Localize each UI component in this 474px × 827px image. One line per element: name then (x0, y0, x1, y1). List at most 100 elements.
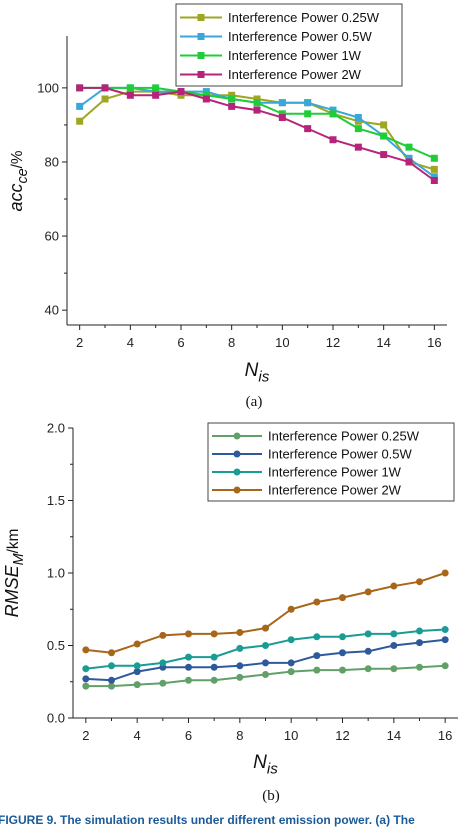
data-point (287, 636, 295, 644)
x-tick-label: 2 (82, 728, 89, 743)
data-point (202, 95, 210, 103)
data-point (329, 110, 337, 118)
data-point (390, 630, 398, 638)
x-tick-label: 10 (275, 335, 289, 350)
data-point (339, 633, 346, 641)
data-point (390, 642, 398, 649)
data-point (177, 88, 185, 96)
data-point (76, 117, 84, 125)
data-point (82, 682, 90, 690)
y-tick-label: 2.0 (47, 421, 65, 436)
data-point (405, 154, 413, 162)
data-point (253, 99, 261, 107)
data-point (133, 662, 141, 670)
legend-entry: Interference Power 1W (268, 465, 402, 480)
data-point (108, 649, 115, 657)
y-axis-title-main: RMSE (2, 564, 22, 617)
legend-entry: Interference Power 0.5W (268, 447, 413, 462)
x-axis-title-main: N (245, 360, 259, 381)
x-tick-label: 12 (326, 335, 340, 350)
legend-entry: Interference Power 2W (268, 483, 402, 498)
data-point (82, 675, 90, 683)
x-axis-title: Nis (245, 360, 270, 385)
data-point (177, 91, 185, 99)
chart-panel-b: 2 4 6 8 10 12 14 16 0.0 0.5 1.0 1.5 2.0 Nis RMSEM/km (b… (2, 421, 458, 804)
data-point (430, 177, 438, 184)
data-point (364, 665, 372, 673)
data-point (405, 143, 413, 151)
data-point (441, 626, 449, 634)
y-axis-title: RMSEM/km (2, 529, 27, 618)
legend-entry: Interference Power 0.25W (268, 429, 420, 444)
data-point (441, 636, 449, 644)
data-point (430, 173, 438, 181)
x-tick-label: 16 (427, 335, 441, 350)
legend-swatch-marker (197, 14, 205, 21)
y-tick-label: 40 (45, 303, 59, 318)
data-point (441, 569, 449, 577)
data-point (101, 84, 109, 92)
data-point (82, 646, 90, 654)
data-point (380, 132, 388, 140)
data-point (304, 110, 312, 118)
data-point (287, 659, 295, 667)
data-point (278, 110, 286, 118)
data-point (329, 136, 337, 144)
data-point (108, 676, 115, 684)
legend-swatch-marker (197, 52, 205, 59)
data-point (152, 91, 160, 99)
data-point (126, 88, 134, 96)
x-tick-label: 14 (387, 728, 401, 743)
data-point (287, 668, 295, 676)
data-point (354, 143, 362, 151)
y-tick-label: 60 (45, 229, 59, 244)
data-point (210, 653, 218, 661)
figure-caption-text: FIGURE 9. The simulation results under d… (0, 813, 415, 827)
data-point (380, 151, 388, 159)
data-point (236, 673, 244, 681)
data-point (159, 631, 167, 639)
data-point (364, 630, 372, 638)
data-point (76, 102, 84, 110)
data-point (405, 158, 413, 166)
y-axis-title: accce/% (6, 150, 31, 211)
data-point (430, 165, 438, 173)
data-point (313, 666, 321, 674)
y-axis-title-sub: M (11, 553, 27, 565)
data-point (416, 627, 423, 635)
figure-caption: FIGURE 9. The simulation results under d… (0, 812, 474, 827)
data-point (236, 628, 244, 636)
data-point (228, 91, 236, 99)
data-point (416, 639, 423, 647)
data-point (262, 671, 269, 678)
y-tick-label: 1.5 (47, 493, 65, 508)
data-point (228, 102, 236, 110)
x-tick-label: 6 (177, 335, 184, 350)
data-point (354, 125, 362, 133)
y-tick-label: 100 (37, 80, 59, 95)
data-point (441, 662, 449, 670)
data-point (278, 99, 286, 107)
data-point (159, 679, 167, 687)
legend-entry: Interference Power 0.25W (228, 10, 380, 25)
data-point (262, 624, 269, 632)
y-tick-label: 0.0 (47, 711, 65, 726)
x-tick-label: 8 (236, 728, 243, 743)
data-point (185, 676, 192, 684)
data-point (416, 663, 423, 671)
data-point (390, 665, 398, 673)
data-point (313, 652, 321, 660)
data-point (133, 668, 141, 676)
data-point (210, 676, 218, 684)
data-point (210, 663, 218, 671)
data-point (76, 84, 84, 92)
data-point (304, 125, 312, 133)
data-point (202, 88, 210, 96)
data-point (159, 659, 167, 667)
data-point (133, 640, 141, 648)
x-tick-label: 16 (438, 728, 452, 743)
data-point (108, 662, 115, 670)
data-point (339, 594, 346, 602)
y-axis-title-unit: /% (9, 150, 26, 168)
